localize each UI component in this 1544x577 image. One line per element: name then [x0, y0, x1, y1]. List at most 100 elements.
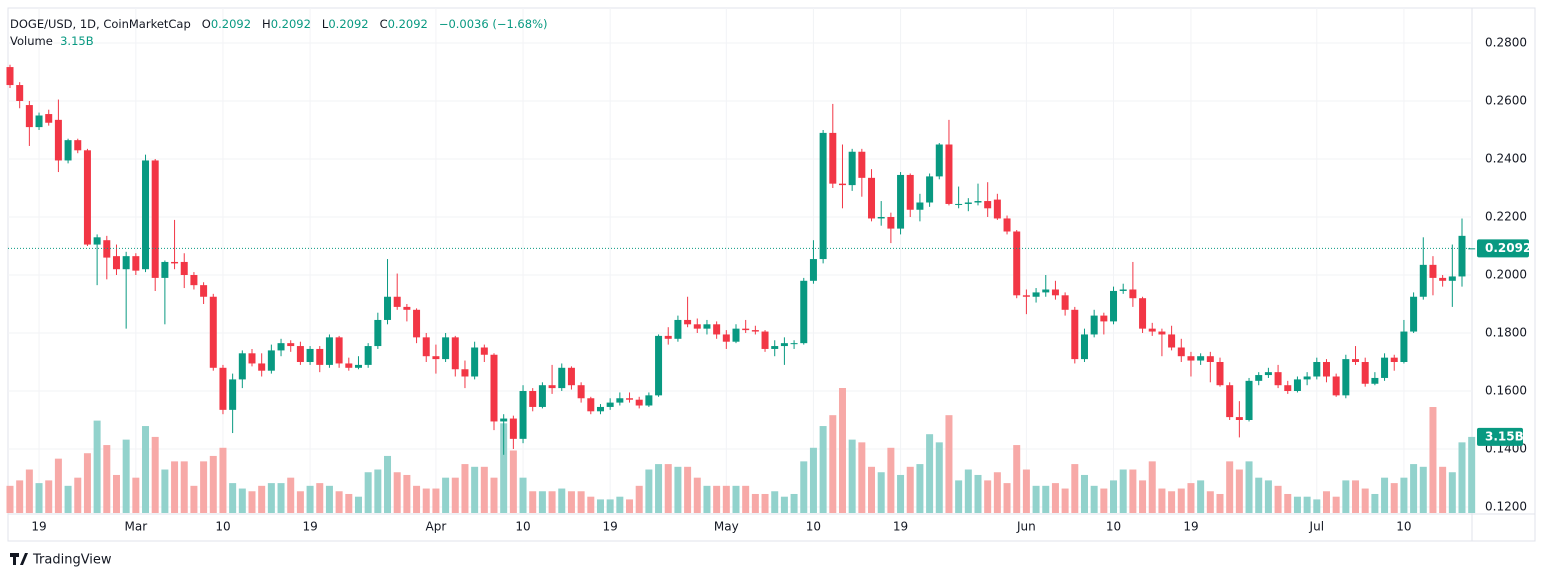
y-tick-label: 0.2200: [1485, 210, 1527, 224]
candle-body: [616, 398, 624, 403]
candle-body: [964, 202, 972, 204]
volume-bar: [1400, 477, 1408, 513]
volume-bar: [703, 485, 711, 513]
candle-body: [897, 174, 905, 229]
candle-body: [519, 391, 527, 439]
candle-body: [54, 119, 62, 161]
ohlc-row: DOGE/USD, 1D, CoinMarketCap O0.2092 H0.2…: [10, 16, 547, 33]
candle-body: [277, 343, 285, 351]
l-value: 0.2092: [328, 17, 369, 31]
candle-body: [142, 160, 150, 270]
volume-bar: [664, 464, 672, 513]
candle-body: [1352, 359, 1360, 362]
candle-body: [442, 337, 450, 360]
volume-bar: [1148, 461, 1156, 513]
candle-body: [509, 418, 517, 439]
volume-bar: [171, 461, 179, 513]
volume-bar: [258, 485, 266, 513]
candle-body: [25, 105, 33, 128]
volume-bar: [122, 439, 130, 513]
candle-body: [471, 347, 479, 377]
volume-bar: [345, 493, 353, 513]
candle-body: [16, 85, 24, 101]
candle-body: [1051, 289, 1059, 296]
candle-body: [83, 150, 91, 245]
volume-bar: [64, 485, 72, 513]
candle-body: [1003, 218, 1011, 232]
candle-body: [926, 176, 934, 203]
candle-body: [1139, 298, 1147, 329]
candle-body: [103, 240, 111, 258]
candle-body: [693, 324, 701, 329]
volume-bar: [868, 466, 876, 513]
candle-body: [1264, 372, 1272, 376]
volume-bar: [1110, 480, 1118, 513]
x-tick-label: 10: [1106, 520, 1121, 534]
volume-bar: [471, 466, 479, 513]
candle-body: [1226, 385, 1234, 418]
candle-body: [132, 256, 140, 271]
candle-body: [858, 151, 866, 178]
volume-bar: [829, 415, 837, 513]
volume-bar: [1129, 469, 1137, 513]
volume-bar: [83, 453, 91, 513]
candle-body: [200, 285, 208, 297]
volume-bar: [838, 388, 846, 513]
volume-bar: [432, 488, 440, 513]
volume-bar: [287, 477, 295, 513]
candle-body: [974, 201, 982, 203]
volume-bar: [722, 485, 730, 513]
volume-bar: [858, 442, 866, 513]
volume-bar: [626, 499, 634, 513]
volume-bar: [103, 445, 111, 513]
volume-bar: [790, 493, 798, 513]
volume-bar: [577, 491, 585, 513]
candle-body: [180, 261, 188, 275]
candle-body: [1168, 334, 1176, 348]
volume-value: 3.15B: [60, 34, 94, 48]
candle-body: [1022, 295, 1030, 297]
candle-body: [984, 201, 992, 209]
volume-label: Volume: [10, 34, 53, 48]
volume-bar: [500, 423, 508, 513]
candle-body: [1322, 362, 1330, 377]
volume-bar: [945, 415, 953, 513]
volume-bar: [1264, 480, 1272, 513]
volume-bar: [200, 461, 208, 513]
candle-body: [1090, 315, 1098, 335]
volume-bar: [1458, 442, 1466, 513]
volume-bar: [1274, 485, 1282, 513]
volume-bar: [306, 485, 314, 513]
candle-body: [548, 385, 556, 389]
candle-body: [248, 353, 256, 364]
candle-body: [64, 140, 72, 161]
y-tick-label: 0.1600: [1485, 384, 1527, 398]
volume-bar: [1003, 483, 1011, 513]
candle-body: [848, 151, 856, 186]
candle-body: [945, 144, 953, 204]
volume-bar: [1139, 480, 1147, 513]
volume-bar: [1197, 480, 1205, 513]
volume-bar: [974, 474, 982, 513]
candle-body: [1071, 309, 1079, 360]
candle-body: [384, 296, 392, 320]
candle-body: [1158, 331, 1166, 335]
volume-bar: [6, 485, 14, 513]
volume-bar: [955, 480, 963, 513]
candle-body: [684, 319, 692, 325]
candle-body: [1110, 290, 1118, 322]
volume-bar: [54, 458, 62, 513]
volume-bar: [1187, 483, 1195, 513]
candle-body: [461, 369, 469, 377]
candle-body: [316, 348, 324, 365]
volume-bar: [1322, 491, 1330, 513]
candle-body: [587, 398, 595, 412]
volume-bar: [335, 491, 343, 513]
volume-bar: [325, 485, 333, 513]
candle-body: [325, 337, 333, 365]
volume-bar: [800, 461, 808, 513]
candle-body: [606, 402, 614, 407]
volume-bar: [742, 485, 750, 513]
candle-body: [742, 328, 750, 331]
candle-body: [1148, 328, 1156, 332]
